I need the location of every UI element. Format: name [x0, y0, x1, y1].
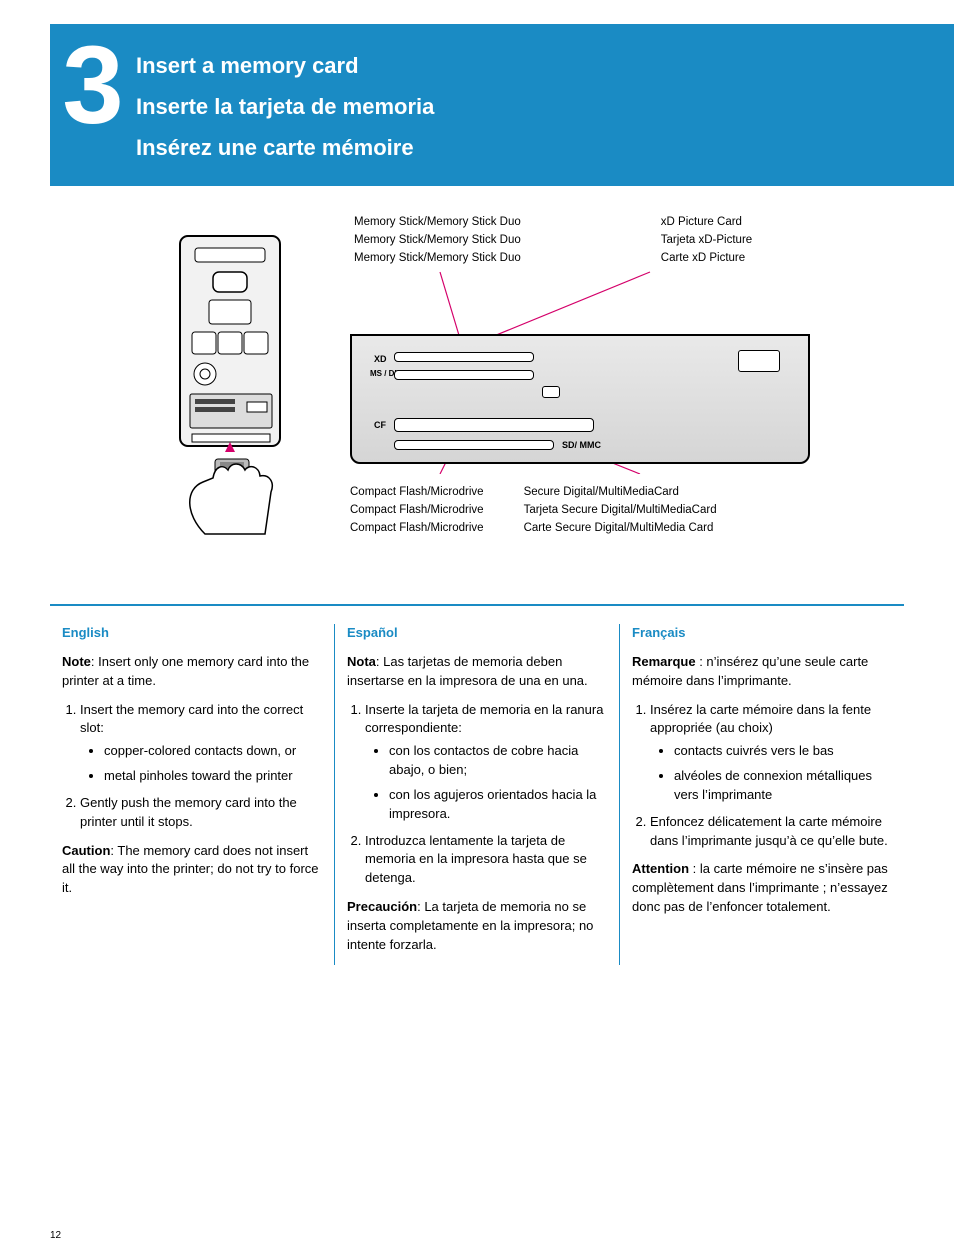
slot-cf [394, 418, 594, 432]
title-fr: Insérez une carte mémoire [136, 130, 434, 165]
bullet: alvéoles de connexion métalliques vers l… [674, 767, 892, 805]
lang-heading: English [62, 624, 322, 643]
title-en: Insert a memory card [136, 48, 434, 83]
col-francais: Français Remarque : n’insérez qu’une seu… [619, 624, 904, 965]
slot-label-sdmmc: SD/ MMC [562, 440, 601, 450]
xd-labels: xD Picture Card Tarjeta xD-Picture Carte… [661, 214, 752, 267]
bullets: contacts cuivrés vers le bas alvéoles de… [650, 742, 892, 805]
caution: Precaución: La tarjeta de memoria no se … [347, 898, 607, 955]
note: Note: Insert only one memory card into t… [62, 653, 322, 691]
printer-hand-icon [165, 214, 295, 554]
slot-label-cf: CF [374, 420, 386, 430]
slot-msduo [394, 370, 534, 380]
step-number: 3 [50, 36, 136, 135]
top-labels: Memory Stick/Memory Stick Duo Memory Sti… [350, 214, 752, 267]
slot-xd [394, 352, 534, 362]
bullet: metal pinholes toward the printer [104, 767, 322, 786]
card-slots-diagram: Memory Stick/Memory Stick Duo Memory Sti… [350, 214, 904, 554]
step-titles: Insert a memory card Inserte la tarjeta … [136, 36, 434, 172]
note: Nota: Las tarjetas de memoria deben inse… [347, 653, 607, 691]
label: Tarjeta xD-Picture [661, 232, 752, 250]
diagram-row: Memory Stick/Memory Stick Duo Memory Sti… [50, 214, 904, 554]
label: Carte xD Picture [661, 250, 752, 268]
bullet: contacts cuivrés vers le bas [674, 742, 892, 761]
note: Remarque : n’insérez qu’une seule carte … [632, 653, 892, 691]
label: xD Picture Card [661, 214, 752, 232]
bullet: copper-colored contacts down, or [104, 742, 322, 761]
caution: Attention : la carte mémoire ne s’insère… [632, 860, 892, 917]
label: Memory Stick/Memory Stick Duo [354, 232, 521, 250]
step-header: 3 Insert a memory card Inserte la tarjet… [50, 24, 954, 186]
title-es: Inserte la tarjeta de memoria [136, 89, 434, 124]
printer-illustration [50, 214, 310, 554]
steps: Insérez la carte mémoire dans la fente a… [632, 701, 892, 851]
label: Compact Flash/Microdrive [350, 484, 484, 502]
memory-stick-labels: Memory Stick/Memory Stick Duo Memory Sti… [354, 214, 521, 267]
slot-label-xd: XD [374, 354, 387, 364]
lang-heading: Français [632, 624, 892, 643]
col-espanol: Español Nota: Las tarjetas de memoria de… [334, 624, 619, 965]
steps: Insert the memory card into the correct … [62, 701, 322, 832]
lang-heading: Español [347, 624, 607, 643]
step2: Introduzca lentamente la tarjeta de memo… [365, 832, 607, 889]
instruction-columns: English Note: Insert only one memory car… [50, 624, 904, 965]
page-number: 12 [50, 1230, 61, 1241]
slot-sdmmc [394, 440, 554, 450]
bottom-labels: Compact Flash/Microdrive Compact Flash/M… [350, 484, 717, 537]
label: Memory Stick/Memory Stick Duo [354, 214, 521, 232]
sd-labels: Secure Digital/MultiMediaCard Tarjeta Se… [524, 484, 717, 537]
caution: Caution: The memory card does not insert… [62, 842, 322, 899]
bullet: con los agujeros orientados hacia la imp… [389, 786, 607, 824]
slot-panel: XD MS / DUO CF SD/ MMC [350, 334, 810, 464]
slot-usb [738, 350, 780, 372]
step2: Gently push the memory card into the pri… [80, 794, 322, 832]
step1: Inserte la tarjeta de memoria en la ranu… [365, 701, 607, 824]
label: Tarjeta Secure Digital/MultiMediaCard [524, 502, 717, 520]
bullet: con los contactos de cobre hacia abajo, … [389, 742, 607, 780]
bullets: copper-colored contacts down, or metal p… [80, 742, 322, 786]
label: Carte Secure Digital/MultiMedia Card [524, 520, 717, 538]
step1: Insert the memory card into the correct … [80, 701, 322, 786]
bullets: con los contactos de cobre hacia abajo, … [365, 742, 607, 823]
label: Compact Flash/Microdrive [350, 502, 484, 520]
steps: Inserte la tarjeta de memoria en la ranu… [347, 701, 607, 889]
section-divider [50, 604, 904, 606]
cf-labels: Compact Flash/Microdrive Compact Flash/M… [350, 484, 484, 537]
step1: Insérez la carte mémoire dans la fente a… [650, 701, 892, 805]
step2: Enfoncez délicatement la carte mémoire d… [650, 813, 892, 851]
label: Memory Stick/Memory Stick Duo [354, 250, 521, 268]
col-english: English Note: Insert only one memory car… [50, 624, 334, 965]
label: Secure Digital/MultiMediaCard [524, 484, 717, 502]
label: Compact Flash/Microdrive [350, 520, 484, 538]
slot-indicator [542, 386, 560, 398]
